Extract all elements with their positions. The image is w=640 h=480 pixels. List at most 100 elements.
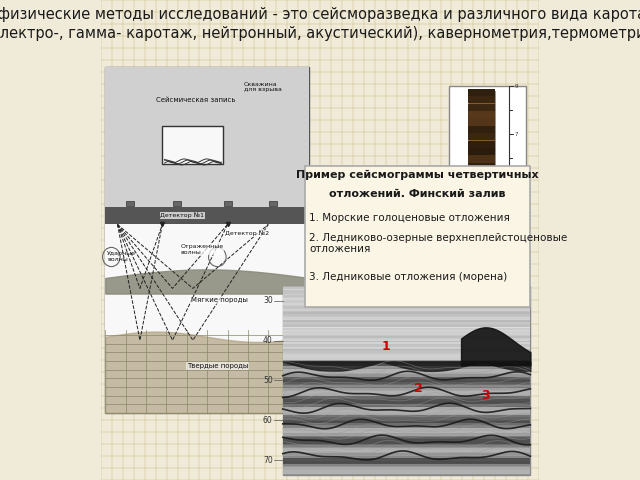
FancyBboxPatch shape xyxy=(283,360,531,361)
FancyBboxPatch shape xyxy=(468,237,495,244)
FancyBboxPatch shape xyxy=(283,371,531,372)
FancyBboxPatch shape xyxy=(283,293,531,295)
Text: Твердые породы: Твердые породы xyxy=(187,363,248,369)
FancyBboxPatch shape xyxy=(283,461,531,463)
FancyBboxPatch shape xyxy=(283,472,531,474)
FancyBboxPatch shape xyxy=(283,390,531,392)
FancyBboxPatch shape xyxy=(283,399,531,401)
FancyBboxPatch shape xyxy=(283,355,531,357)
FancyBboxPatch shape xyxy=(283,392,531,393)
FancyBboxPatch shape xyxy=(468,259,495,266)
FancyBboxPatch shape xyxy=(283,421,531,423)
FancyBboxPatch shape xyxy=(468,252,495,259)
FancyBboxPatch shape xyxy=(283,423,531,425)
FancyBboxPatch shape xyxy=(283,388,531,390)
FancyBboxPatch shape xyxy=(468,170,495,178)
Text: 30: 30 xyxy=(263,296,273,305)
FancyBboxPatch shape xyxy=(283,404,531,406)
FancyBboxPatch shape xyxy=(468,229,495,237)
FancyBboxPatch shape xyxy=(283,420,531,421)
Text: Пример сейсмограммы четвертичных: Пример сейсмограммы четвертичных xyxy=(296,170,539,180)
FancyBboxPatch shape xyxy=(283,331,531,333)
Text: 1: 1 xyxy=(515,276,518,281)
Text: 50: 50 xyxy=(263,376,273,385)
FancyBboxPatch shape xyxy=(449,86,526,278)
Text: Детектор №2: Детектор №2 xyxy=(225,230,269,236)
FancyBboxPatch shape xyxy=(468,163,495,170)
FancyBboxPatch shape xyxy=(468,133,495,140)
FancyBboxPatch shape xyxy=(283,346,531,347)
FancyBboxPatch shape xyxy=(283,327,531,328)
FancyBboxPatch shape xyxy=(283,428,531,430)
FancyBboxPatch shape xyxy=(283,325,531,327)
Text: Отраженные
волны: Отраженные волны xyxy=(180,244,224,255)
FancyBboxPatch shape xyxy=(283,341,531,343)
FancyBboxPatch shape xyxy=(283,358,531,360)
FancyBboxPatch shape xyxy=(283,374,531,376)
FancyBboxPatch shape xyxy=(283,382,531,384)
FancyBboxPatch shape xyxy=(468,207,495,215)
FancyBboxPatch shape xyxy=(283,409,531,410)
FancyBboxPatch shape xyxy=(283,343,531,344)
FancyBboxPatch shape xyxy=(468,89,495,96)
FancyBboxPatch shape xyxy=(283,474,531,475)
FancyBboxPatch shape xyxy=(283,298,531,300)
FancyBboxPatch shape xyxy=(283,309,531,311)
FancyBboxPatch shape xyxy=(283,292,531,293)
FancyBboxPatch shape xyxy=(283,300,531,301)
FancyBboxPatch shape xyxy=(283,357,531,358)
FancyBboxPatch shape xyxy=(283,412,531,414)
FancyBboxPatch shape xyxy=(283,361,531,363)
FancyBboxPatch shape xyxy=(126,202,134,206)
FancyBboxPatch shape xyxy=(283,369,531,371)
FancyBboxPatch shape xyxy=(283,324,531,325)
FancyBboxPatch shape xyxy=(283,470,531,472)
Text: 3: 3 xyxy=(515,228,518,233)
FancyBboxPatch shape xyxy=(305,166,531,307)
FancyBboxPatch shape xyxy=(283,328,531,330)
FancyBboxPatch shape xyxy=(283,347,531,349)
FancyBboxPatch shape xyxy=(283,385,531,387)
FancyBboxPatch shape xyxy=(468,244,495,252)
FancyBboxPatch shape xyxy=(283,363,531,365)
FancyBboxPatch shape xyxy=(283,444,531,445)
FancyBboxPatch shape xyxy=(283,286,531,475)
FancyBboxPatch shape xyxy=(283,312,531,314)
FancyBboxPatch shape xyxy=(283,286,531,361)
FancyBboxPatch shape xyxy=(283,448,531,450)
Text: 3: 3 xyxy=(481,389,490,402)
FancyBboxPatch shape xyxy=(468,111,495,118)
FancyBboxPatch shape xyxy=(283,366,531,368)
FancyBboxPatch shape xyxy=(468,96,495,103)
FancyBboxPatch shape xyxy=(283,414,531,415)
Text: 1: 1 xyxy=(382,340,390,353)
FancyBboxPatch shape xyxy=(283,290,531,292)
FancyBboxPatch shape xyxy=(283,459,531,461)
FancyBboxPatch shape xyxy=(283,289,531,290)
FancyBboxPatch shape xyxy=(105,67,309,413)
Text: 1. Морские голоценовые отложения: 1. Морские голоценовые отложения xyxy=(309,213,510,223)
FancyBboxPatch shape xyxy=(283,450,531,452)
FancyBboxPatch shape xyxy=(283,453,531,455)
FancyBboxPatch shape xyxy=(468,141,495,148)
FancyBboxPatch shape xyxy=(468,266,495,274)
FancyBboxPatch shape xyxy=(283,308,531,309)
FancyBboxPatch shape xyxy=(283,379,531,380)
FancyBboxPatch shape xyxy=(283,336,531,338)
FancyBboxPatch shape xyxy=(283,352,531,354)
FancyBboxPatch shape xyxy=(468,215,495,222)
FancyBboxPatch shape xyxy=(283,372,531,374)
FancyBboxPatch shape xyxy=(283,297,531,298)
FancyBboxPatch shape xyxy=(283,469,531,470)
FancyBboxPatch shape xyxy=(283,333,531,335)
FancyBboxPatch shape xyxy=(283,410,531,412)
FancyBboxPatch shape xyxy=(283,344,531,346)
FancyBboxPatch shape xyxy=(468,156,495,163)
FancyBboxPatch shape xyxy=(283,320,531,322)
FancyBboxPatch shape xyxy=(283,311,531,312)
FancyBboxPatch shape xyxy=(283,452,531,453)
FancyBboxPatch shape xyxy=(105,67,309,216)
FancyBboxPatch shape xyxy=(283,303,531,304)
FancyBboxPatch shape xyxy=(468,91,495,274)
FancyBboxPatch shape xyxy=(468,104,495,111)
